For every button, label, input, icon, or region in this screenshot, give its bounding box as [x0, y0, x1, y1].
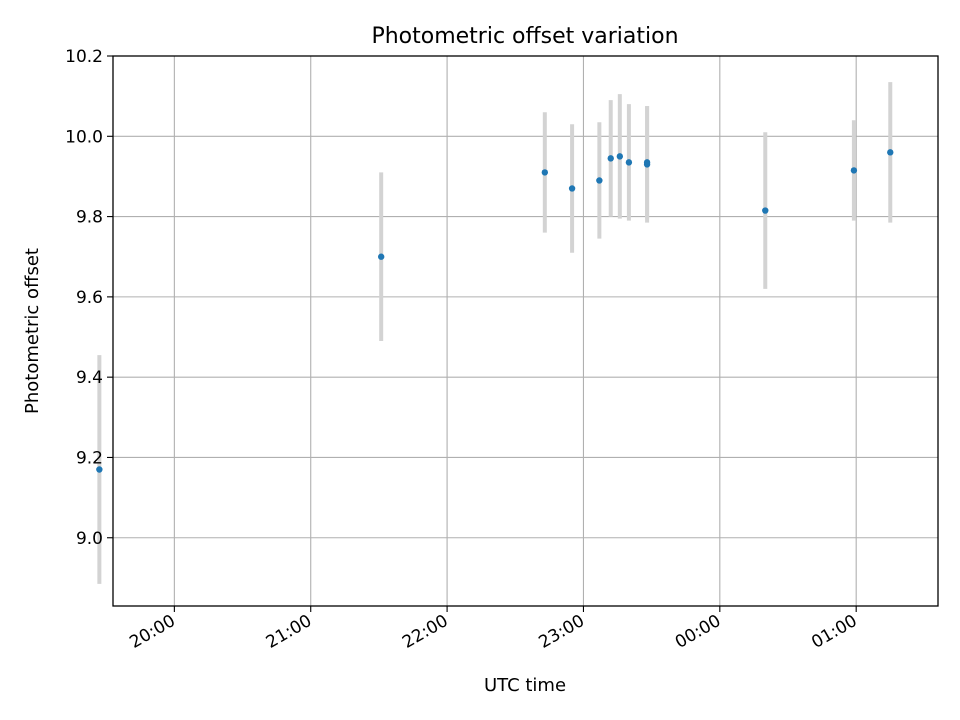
- y-tick-label: 10.0: [65, 127, 103, 147]
- data-points: [96, 149, 894, 473]
- grid: [113, 55, 938, 606]
- data-point: [96, 466, 103, 473]
- plot-frame: [112, 55, 939, 607]
- data-point: [850, 167, 858, 174]
- y-tick-label: 10.2: [65, 47, 103, 67]
- x-tick-label: 22:00: [399, 611, 451, 653]
- y-axis-label: Photometric offset: [22, 248, 43, 414]
- data-point: [541, 169, 549, 176]
- data-point: [377, 253, 385, 260]
- data-point: [762, 207, 769, 214]
- data-point: [568, 185, 576, 192]
- y-tick-label: 9.6: [76, 288, 103, 308]
- x-tick-label: 01:00: [808, 611, 860, 653]
- data-point: [887, 149, 894, 156]
- chart-title: Photometric offset variation: [371, 24, 678, 49]
- x-tick-label: 23:00: [536, 611, 588, 653]
- data-point: [596, 177, 603, 184]
- data-point: [616, 153, 624, 160]
- data-point: [643, 159, 651, 166]
- y-tick-label: 9.2: [76, 448, 103, 468]
- y-tick-label: 9.4: [76, 368, 103, 388]
- data-point: [607, 155, 614, 162]
- y-tick-label: 9.0: [76, 529, 103, 549]
- data-point: [625, 159, 633, 166]
- y-tick-label: 9.8: [76, 208, 103, 228]
- error-bars: [97, 82, 893, 584]
- x-axis-label: UTC time: [484, 675, 566, 696]
- x-tick-label: 00:00: [672, 611, 724, 653]
- axis-ticks: 20:00 21:00 22:00 23:00 00:00 01:00 9.0 9.2 9.4 9…: [65, 47, 861, 653]
- x-tick-label: 20:00: [126, 611, 178, 653]
- x-tick-label: 21:00: [263, 611, 315, 653]
